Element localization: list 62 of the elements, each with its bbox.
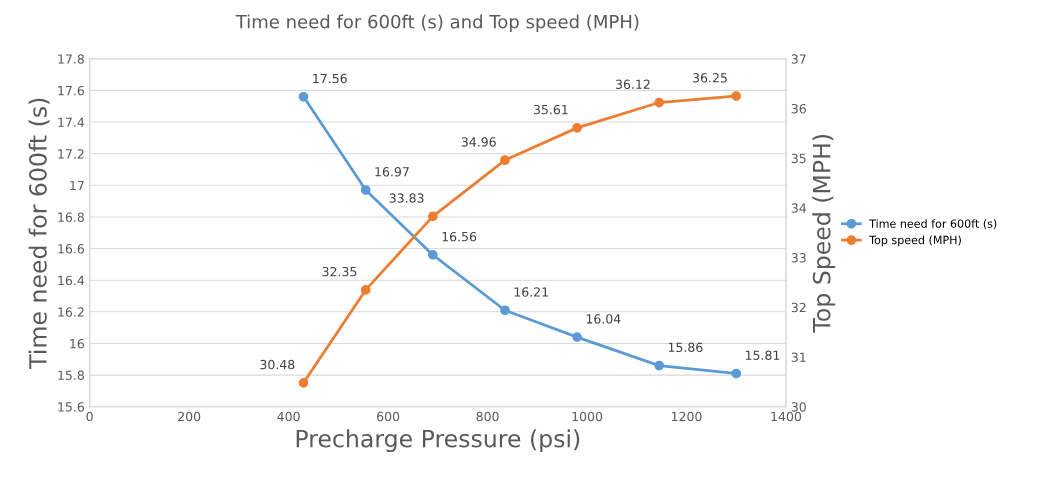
data-label: 30.48	[260, 359, 295, 370]
point	[427, 211, 438, 222]
x-tick-label: 200	[178, 411, 201, 422]
y-tick-label: 17.8	[58, 54, 84, 64]
point	[298, 377, 309, 388]
legend-label: Time need for 600ft (s)	[869, 219, 997, 230]
y-tick-label: 16.6	[58, 244, 85, 254]
y-tick-label: 17.6	[58, 85, 85, 96]
y-axis-title: Time need for 600ft (s)	[28, 98, 50, 369]
y2-tick-label: 30	[791, 402, 806, 412]
y2-tick-label: 36	[791, 103, 806, 114]
x-tick-label: 1000	[572, 411, 603, 422]
x-tick-label: 1400	[771, 411, 802, 422]
point	[500, 155, 510, 166]
y-tick-label: 17.2	[58, 149, 84, 159]
x-tick-label: 1200	[671, 411, 702, 422]
point	[298, 91, 309, 102]
point	[500, 305, 510, 316]
data-label: 32.35	[322, 266, 357, 277]
y2-tick-label: 31	[791, 352, 806, 362]
point	[731, 91, 742, 101]
y-tick-label: 15.6	[58, 402, 85, 412]
y2-tick-label: 35	[791, 153, 806, 164]
point	[654, 97, 665, 108]
data-label: 15.81	[745, 350, 780, 360]
point	[654, 360, 665, 371]
chart-title: Time need for 600ft (s) and Top speed (MPH)	[235, 14, 639, 32]
data-label: 34.96	[461, 137, 496, 147]
x-axis-title: Precharge Pressure (psi)	[296, 429, 580, 453]
point	[360, 285, 371, 295]
data-label: 16.97	[375, 167, 409, 177]
point	[731, 368, 742, 379]
x-tick-label: 600	[377, 411, 400, 422]
x-tick-label: 800	[476, 411, 499, 422]
y-tick-label: 17	[70, 180, 84, 191]
y-tick-label: 16.2	[58, 307, 84, 317]
data-label: 16.56	[442, 231, 477, 242]
data-label: 16.21	[514, 287, 548, 297]
x-tick-label: 0	[86, 411, 93, 422]
data-label: 36.12	[615, 79, 650, 89]
y-tick-label: 16.4	[58, 275, 85, 286]
x-tick-label: 400	[277, 411, 300, 422]
point	[427, 250, 438, 260]
data-label: 33.83	[389, 193, 424, 203]
data-label: 15.86	[668, 342, 703, 353]
data-label: 17.56	[313, 73, 347, 84]
data-label: 36.25	[693, 73, 727, 83]
point	[572, 332, 582, 342]
y-tick-label: 16.8	[58, 212, 84, 222]
y-tick-label: 17.4	[58, 117, 85, 127]
y2-tick-label: 37	[791, 54, 806, 64]
data-label: 35.61	[533, 104, 568, 115]
y-tick-label: 16	[70, 338, 85, 349]
y2-tick-label: 32	[791, 302, 806, 313]
y2-tick-label: 34	[791, 203, 807, 213]
legend-label: Top speed (MPH)	[869, 235, 961, 247]
data-label: 16.04	[586, 314, 621, 324]
y2-axis-title: Top Speed (MPH)	[812, 134, 836, 333]
point	[360, 185, 371, 195]
point	[572, 123, 582, 133]
y-tick-label: 15.8	[58, 370, 84, 380]
y2-tick-label: 33	[791, 253, 806, 263]
